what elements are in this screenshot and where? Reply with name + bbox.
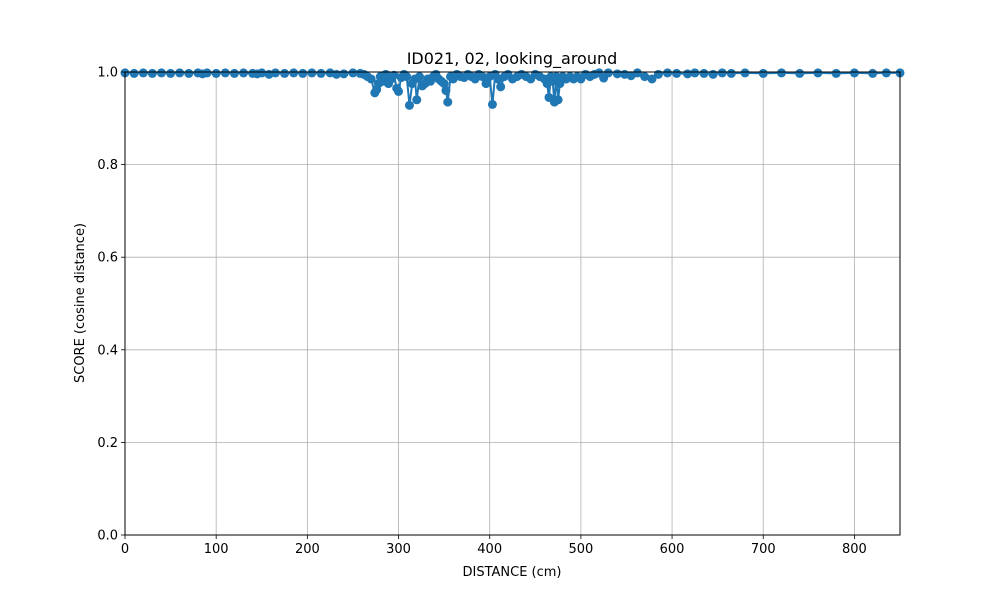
x-tick-label: 0 <box>121 542 129 557</box>
data-point <box>298 68 308 78</box>
data-point <box>211 68 221 78</box>
x-tick-label: 100 <box>204 542 229 557</box>
y-tick-label: 1.0 <box>97 66 118 81</box>
data-point <box>147 68 157 78</box>
x-tick-label: 300 <box>386 542 411 557</box>
data-point <box>156 68 166 78</box>
data-point <box>289 68 299 78</box>
data-point <box>339 69 349 79</box>
data-point <box>708 69 718 79</box>
data-point <box>404 100 414 110</box>
y-tick-label: 0.4 <box>97 343 118 358</box>
data-point <box>202 68 212 78</box>
data-point <box>175 68 185 78</box>
data-point <box>166 68 176 78</box>
x-tick-label: 700 <box>751 542 776 557</box>
data-point <box>849 68 859 78</box>
data-point <box>603 68 613 78</box>
data-point <box>663 68 672 78</box>
data-point <box>229 68 239 78</box>
data-point <box>138 68 148 78</box>
data-point <box>699 68 709 78</box>
data-point <box>394 86 404 96</box>
data-point <box>553 95 563 105</box>
data-point <box>412 95 422 105</box>
x-tick-label: 400 <box>477 542 502 557</box>
data-point <box>647 74 657 84</box>
data-point <box>239 68 249 78</box>
x-tick-label: 600 <box>660 542 685 557</box>
data-point <box>776 68 786 78</box>
data-point <box>496 82 506 92</box>
data-point <box>316 68 326 78</box>
data-point <box>389 70 399 80</box>
y-tick-label: 0.2 <box>97 436 118 451</box>
x-axis-label: DISTANCE (cm) <box>462 565 561 580</box>
y-tick-label: 0.0 <box>97 529 118 544</box>
data-point <box>555 79 565 89</box>
x-tick-label: 200 <box>295 542 320 557</box>
data-point <box>487 99 497 109</box>
data-point <box>477 72 487 82</box>
data-point <box>439 79 449 89</box>
data-point <box>402 72 412 82</box>
data-point <box>813 68 823 78</box>
y-tick-label: 0.6 <box>97 251 118 266</box>
data-point <box>672 68 682 78</box>
data-point <box>441 86 451 96</box>
axis-ticks: 0 100 200 300 400 500 600 700 800 0.0 0.2 0.4 0.6 0.8… <box>97 66 867 558</box>
chart-title: ID021, 02, looking_around <box>407 49 618 69</box>
data-point <box>632 68 642 78</box>
y-tick-label: 0.8 <box>97 158 118 173</box>
data-point <box>129 68 139 78</box>
data-point <box>831 68 841 78</box>
data-point <box>726 68 736 78</box>
data-point <box>366 74 376 84</box>
data-point <box>307 68 317 78</box>
data-point <box>640 72 650 82</box>
data-point <box>551 72 561 82</box>
data-point <box>717 68 727 78</box>
y-axis-label: SCORE (cosine distance) <box>73 223 88 383</box>
data-point <box>184 68 194 78</box>
data-point <box>443 97 453 107</box>
data-point <box>270 68 280 78</box>
data-point <box>740 68 750 78</box>
data-point <box>257 68 267 78</box>
data-point <box>881 68 891 78</box>
data-point <box>758 68 768 78</box>
plot-area-background <box>125 72 900 535</box>
plot-frame <box>124 71 901 536</box>
data-point <box>481 79 491 89</box>
data-point <box>415 72 424 82</box>
data-point <box>348 68 358 78</box>
x-tick-label: 800 <box>842 542 867 557</box>
x-tick-label: 500 <box>568 542 593 557</box>
data-point <box>690 68 700 78</box>
data-point <box>868 68 878 78</box>
data-point <box>220 68 230 78</box>
data-point <box>795 68 805 78</box>
data-point <box>653 69 663 79</box>
data-point <box>280 68 290 78</box>
